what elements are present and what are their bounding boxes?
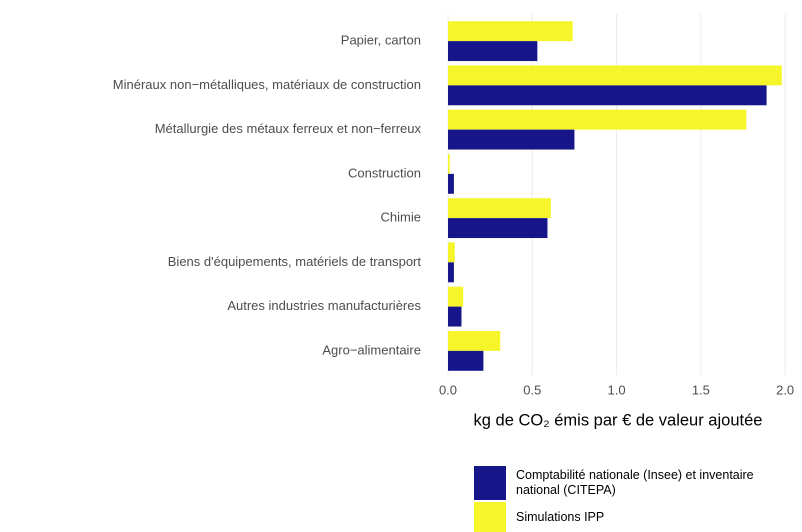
legend-swatch xyxy=(474,466,506,500)
legend-swatch xyxy=(474,502,506,532)
y-tick-label: Métallurgie des métaux ferreux et non−fe… xyxy=(155,121,422,136)
bar xyxy=(448,153,450,174)
x-tick-label: 1.0 xyxy=(608,382,626,397)
x-axis-title: kg de CO₂ émis par € de valeur ajoutée xyxy=(474,411,763,429)
bar xyxy=(448,129,575,150)
bar xyxy=(448,350,484,371)
bar xyxy=(448,198,551,219)
legend-label: Simulations IPP xyxy=(516,510,605,524)
y-tick-label: Agro−alimentaire xyxy=(322,342,421,357)
y-tick-label: Papier, carton xyxy=(341,33,421,48)
y-tick-label: Biens d'équipements, matériels de transp… xyxy=(168,254,422,269)
bar xyxy=(448,21,573,42)
bar xyxy=(448,242,455,263)
y-tick-label: Minéraux non−métalliques, matériaux de c… xyxy=(113,77,421,92)
bar xyxy=(448,109,747,130)
bar xyxy=(448,41,538,62)
y-tick-label: Chimie xyxy=(381,210,421,225)
x-tick-label: 0.0 xyxy=(439,382,457,397)
y-tick-label: Autres industries manufacturières xyxy=(227,298,421,313)
legend-label: Comptabilité nationale (Insee) et invent… xyxy=(516,468,754,497)
x-tick-label: 1.5 xyxy=(692,382,710,397)
y-tick-label: Construction xyxy=(348,165,421,180)
bar xyxy=(448,173,454,194)
x-tick-label: 0.5 xyxy=(523,382,541,397)
bar xyxy=(448,330,501,351)
bar xyxy=(448,218,548,239)
bar xyxy=(448,65,782,86)
bar xyxy=(448,286,464,307)
x-tick-label: 2.0 xyxy=(776,382,794,397)
bar xyxy=(448,262,454,283)
bar xyxy=(448,306,462,327)
legend: Comptabilité nationale (Insee) et invent… xyxy=(474,466,774,532)
bar xyxy=(448,85,767,106)
